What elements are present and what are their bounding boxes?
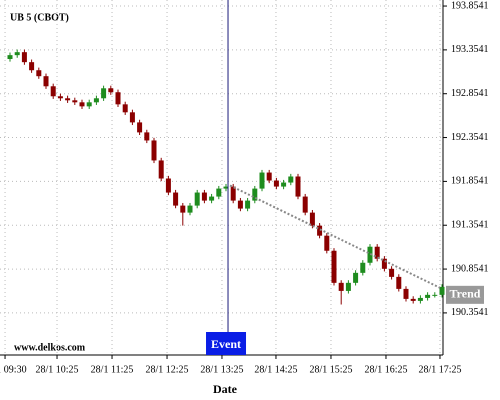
candle-body	[187, 205, 193, 213]
candle-body	[273, 180, 279, 187]
event-label: Event	[211, 337, 241, 351]
candle-body	[417, 297, 423, 301]
y-tick-label: 190.8541	[451, 263, 489, 274]
candle-body	[137, 122, 143, 133]
candle-body	[309, 212, 315, 226]
candle-body	[381, 258, 387, 269]
candle-body	[439, 286, 445, 295]
x-axis-label: Date	[213, 382, 238, 396]
candle-body	[122, 104, 128, 113]
candle-body	[50, 86, 56, 97]
x-tick-label: 28/1 11:25	[91, 364, 134, 375]
candle-body	[396, 276, 402, 289]
candle-body	[331, 250, 337, 283]
candle-body	[108, 88, 114, 93]
candle-body	[281, 182, 287, 187]
candle-body	[93, 98, 99, 103]
candle-body	[86, 102, 92, 107]
y-tick-label: 193.3541	[451, 44, 489, 55]
candle-body	[345, 282, 351, 291]
candle-body	[72, 100, 78, 103]
candle-body	[302, 196, 308, 213]
trend-box	[446, 285, 484, 304]
x-tick-label: 28/1 14:25	[254, 364, 297, 375]
candle-body	[252, 188, 258, 201]
watermark: www.delkos.com	[14, 342, 86, 353]
candle-body	[165, 178, 171, 193]
y-tick-label: 191.3541	[451, 220, 489, 231]
candle-body	[259, 172, 265, 189]
x-tick-label: 28/1 09:30	[0, 364, 27, 375]
x-tick-label: 28/1 17:25	[418, 364, 461, 375]
candle-body	[317, 225, 323, 236]
candle-body	[29, 62, 35, 71]
candle-body	[403, 288, 409, 299]
candle-body	[7, 55, 13, 60]
candle-body	[360, 262, 366, 273]
candle-body	[338, 282, 344, 291]
candle-body	[288, 176, 294, 183]
candle-body	[57, 96, 63, 99]
candle-body	[115, 92, 121, 105]
x-tick-label: 28/1 12:25	[146, 364, 189, 375]
candle-body	[223, 186, 229, 189]
candle-body	[353, 272, 359, 283]
x-tick-label: 28/1 10:25	[35, 364, 78, 375]
candle-body	[266, 172, 272, 181]
candle-body	[129, 112, 135, 123]
candle-body	[201, 192, 207, 201]
x-tick-label: 28/1 16:25	[364, 364, 407, 375]
candle-body	[101, 88, 107, 99]
candle-body	[374, 246, 380, 259]
trend-line	[229, 184, 441, 289]
candle-body	[151, 140, 157, 161]
candle-body	[173, 192, 179, 206]
candle-body	[180, 205, 186, 213]
y-tick-label: 192.8541	[451, 88, 489, 99]
candle-body	[79, 102, 85, 107]
candle-body	[65, 98, 71, 101]
x-tick-label: 28/1 13:25	[200, 364, 243, 375]
candle-body	[425, 294, 431, 298]
y-tick-label: 190.3541	[451, 307, 489, 318]
candle-body	[230, 186, 236, 201]
candle-body	[410, 298, 416, 301]
candle-body	[295, 176, 301, 197]
candle-body	[324, 235, 330, 251]
candle-body	[144, 132, 150, 141]
candle-body	[194, 192, 200, 206]
candle-body	[43, 76, 49, 87]
candle-body	[14, 52, 20, 56]
chart-title: UB 5 (CBOT)	[10, 12, 69, 23]
x-tick-label: 28/1 15:25	[309, 364, 352, 375]
candle-body	[389, 268, 395, 277]
y-tick-label: 192.3541	[451, 132, 489, 143]
candle-body	[245, 200, 251, 209]
candle-body	[209, 196, 215, 201]
candle-body	[237, 200, 243, 209]
trend-label: Trend	[450, 287, 481, 301]
candle-body	[21, 52, 27, 63]
candle-body	[432, 294, 438, 296]
candle-body	[158, 160, 164, 179]
candle-body	[216, 188, 222, 197]
y-tick-label: 193.8541	[451, 0, 489, 11]
candle-body	[36, 70, 42, 77]
event-box	[206, 332, 247, 355]
y-tick-label: 191.8541	[451, 176, 489, 187]
